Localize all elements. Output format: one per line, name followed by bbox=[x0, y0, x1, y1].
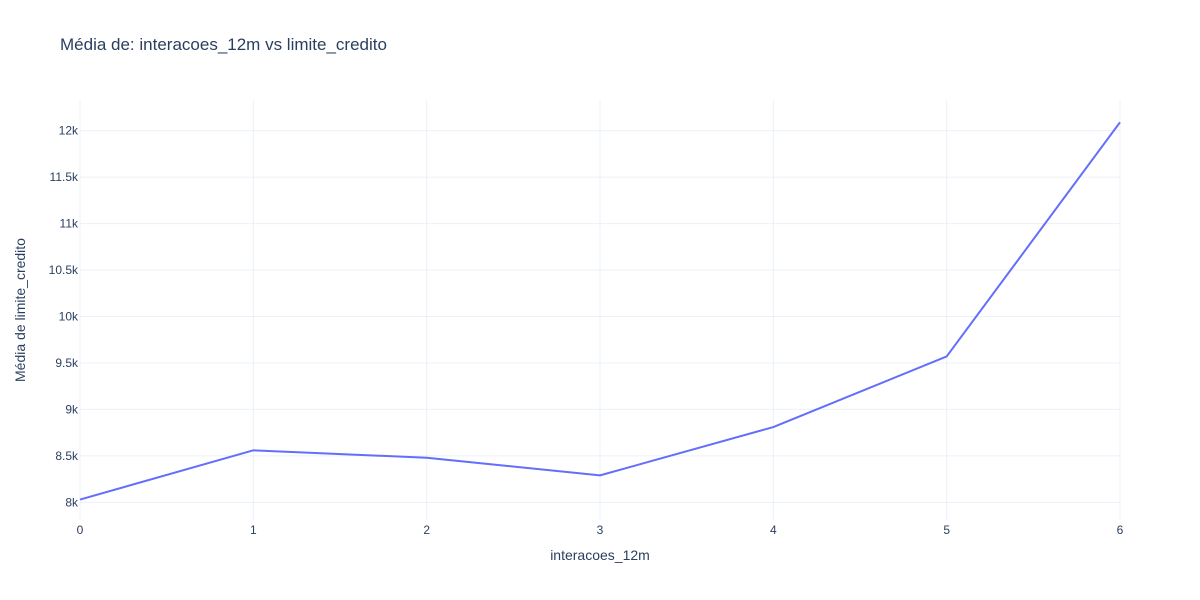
y-axis-ticks: 8k 8.5k 9k 9.5k 10k 10.5k 11k 11.5k 12k bbox=[49, 124, 79, 510]
data-point[interactable] bbox=[770, 424, 776, 430]
data-point[interactable] bbox=[1117, 119, 1123, 125]
x-tick-label: 6 bbox=[1117, 523, 1124, 537]
y-tick-label: 9.5k bbox=[55, 356, 79, 370]
data-point[interactable] bbox=[944, 353, 950, 359]
y-tick-label: 8k bbox=[65, 495, 79, 509]
data-point[interactable] bbox=[597, 472, 603, 478]
y-tick-label: 11.5k bbox=[50, 170, 79, 184]
y-tick-label: 10.5k bbox=[49, 263, 79, 277]
chart-title: Média de: interacoes_12m vs limite_credi… bbox=[60, 35, 387, 54]
series-line bbox=[79, 121, 1121, 501]
y-tick-label: 8.5k bbox=[55, 449, 79, 463]
x-axis-label: interacoes_12m bbox=[550, 547, 650, 563]
x-axis-ticks: 0 1 2 3 4 5 6 bbox=[77, 523, 1124, 537]
series-layer bbox=[79, 119, 1123, 501]
x-tick-label: 3 bbox=[597, 523, 604, 537]
x-tick-label: 1 bbox=[250, 523, 257, 537]
y-tick-label: 12k bbox=[59, 124, 79, 138]
x-tick-label: 4 bbox=[770, 523, 777, 537]
data-point[interactable] bbox=[424, 455, 430, 461]
grid-layer bbox=[79, 100, 1121, 520]
y-tick-label: 9k bbox=[65, 402, 79, 416]
x-tick-label: 2 bbox=[423, 523, 430, 537]
y-axis-label: Média de limite_credito bbox=[12, 238, 28, 382]
x-tick-label: 0 bbox=[77, 523, 84, 537]
y-tick-label: 10k bbox=[59, 310, 79, 324]
data-point[interactable] bbox=[250, 447, 256, 453]
x-tick-label: 5 bbox=[943, 523, 950, 537]
y-tick-label: 11k bbox=[60, 217, 79, 231]
